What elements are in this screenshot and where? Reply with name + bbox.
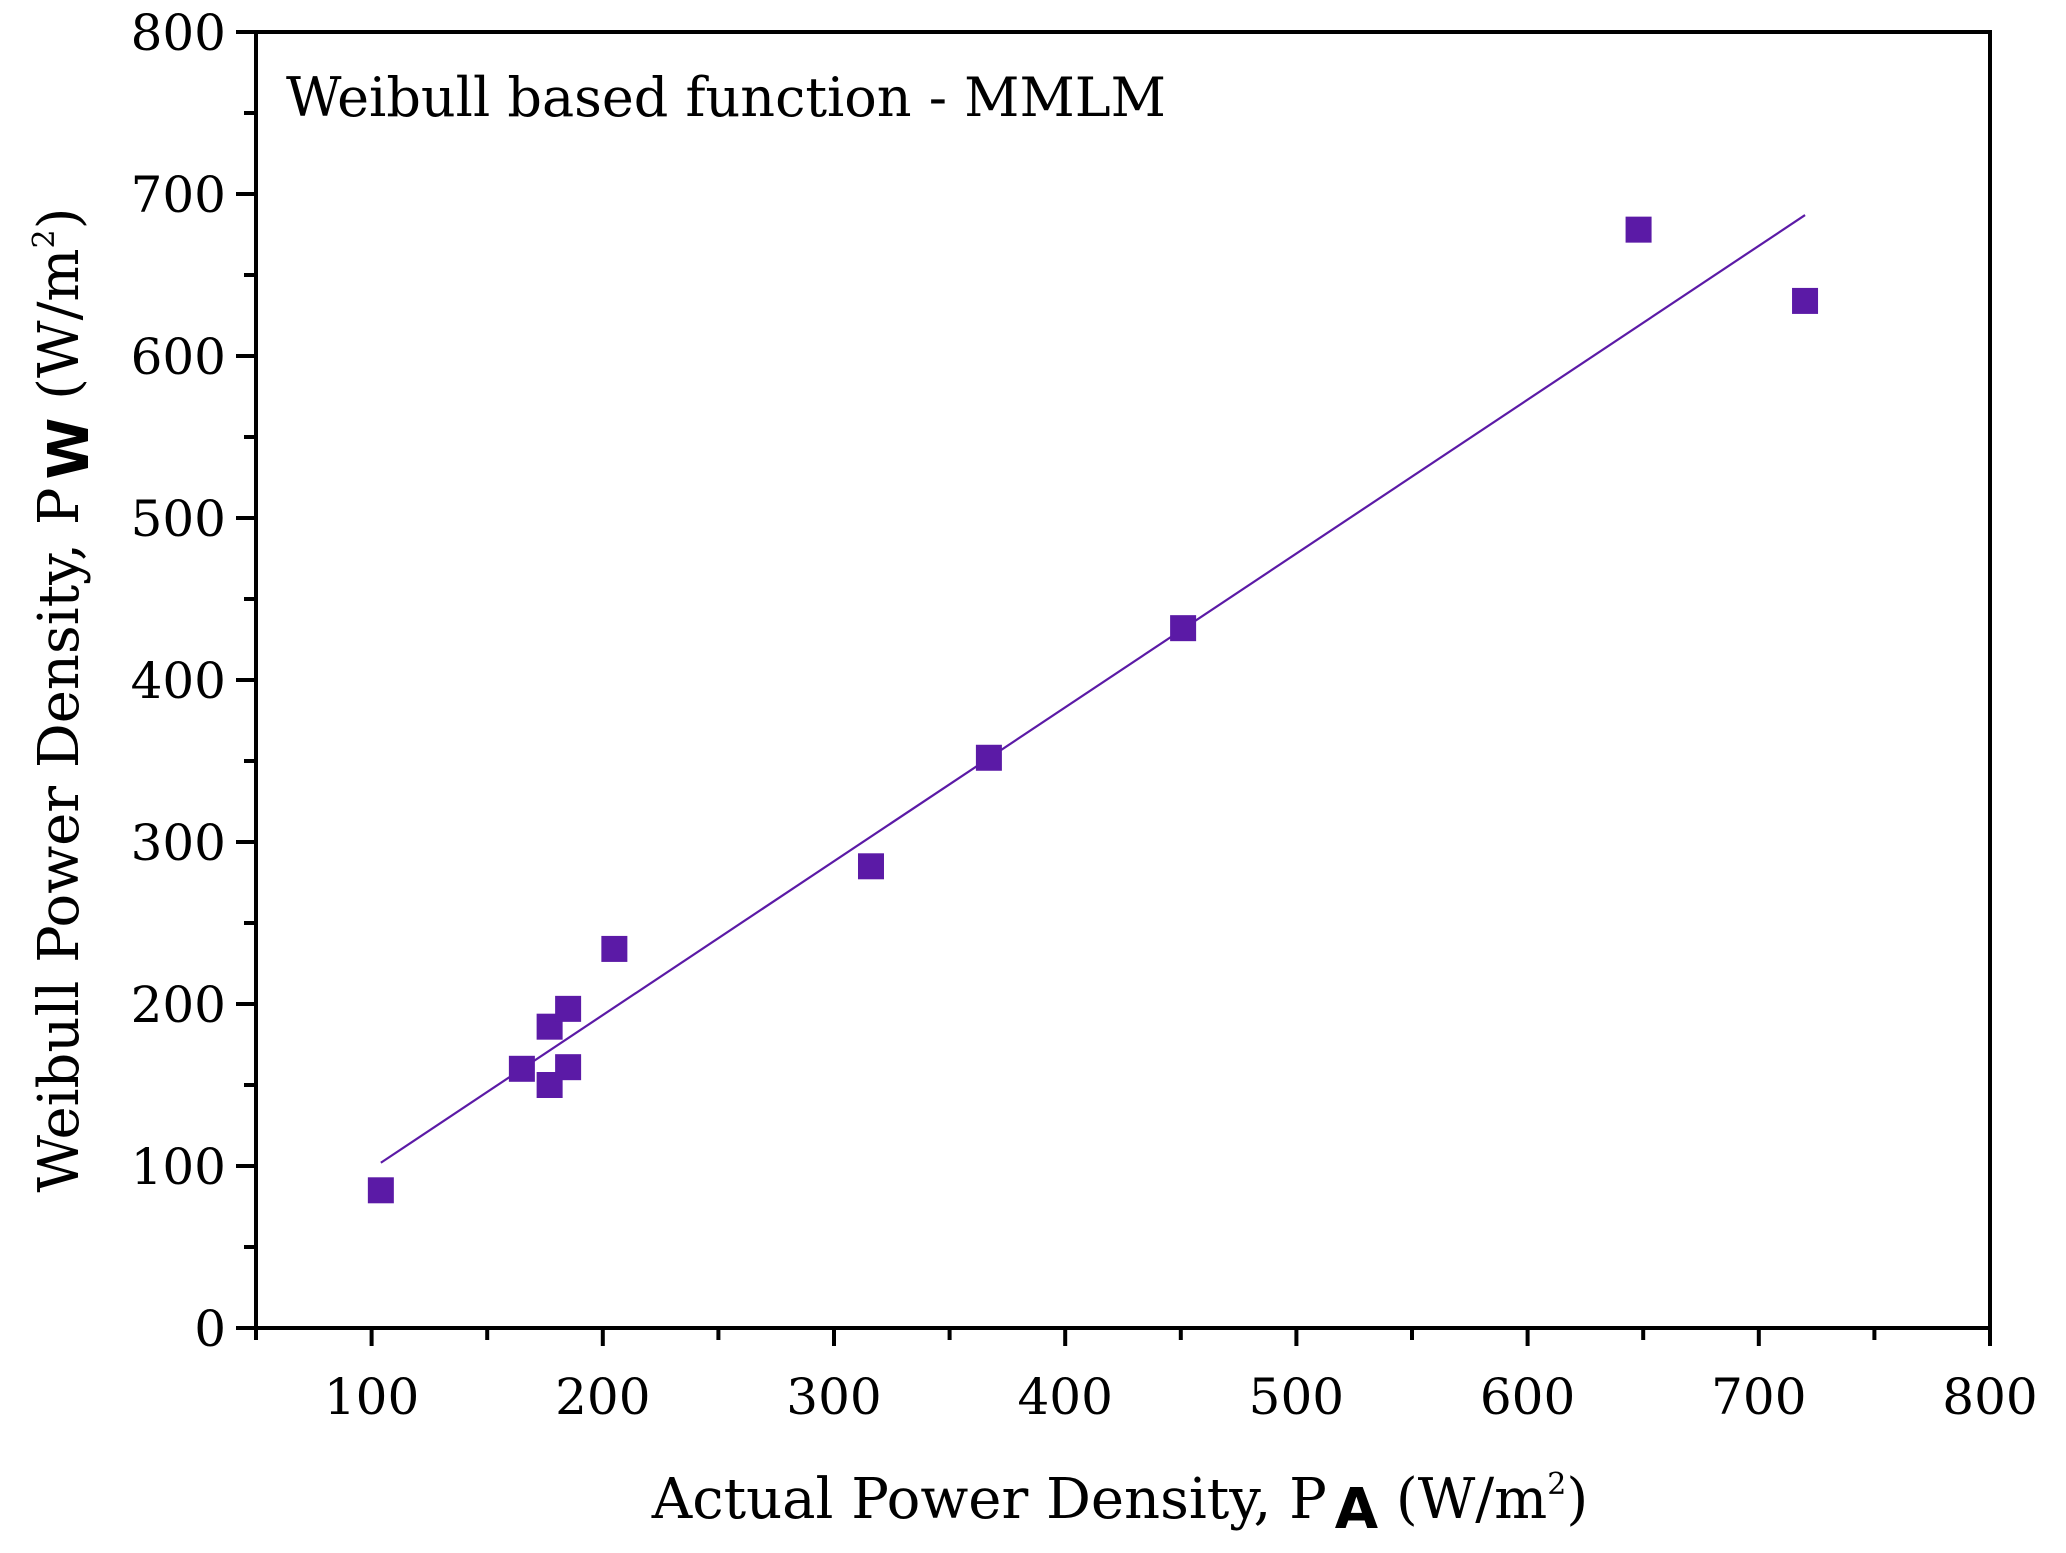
data-point [555,995,582,1022]
y-axis-title-subscript: W [37,418,102,480]
x-axis-title-unit-close: ) [1566,1467,1588,1532]
y-axis-title-superscript: 2 [27,229,62,248]
data-point [975,744,1002,771]
x-tick-label: 700 [1711,1368,1806,1426]
x-tick-label: 200 [555,1368,650,1426]
x-tick-label: 100 [324,1368,419,1426]
y-tick-label: 300 [131,814,226,872]
chart-annotation: Weibull based function - MMLM [286,66,1166,129]
data-point [1625,216,1652,243]
y-axis-title-unit: (W/m [27,248,92,417]
y-axis-title-unit-close: ) [27,207,92,229]
y-axis-tick-labels: 0 100 200 300 400 500 600 700 800 [131,4,226,1358]
data-point [555,1054,582,1081]
y-tick-label: 400 [131,652,226,710]
data-point [1170,615,1197,642]
y-axis-title: Weibull Power Density, P W (W/m2) [27,207,102,1192]
y-tick-label: 800 [131,4,226,62]
y-tick-label: 200 [131,976,226,1034]
plot-area [254,30,1992,1330]
x-tick-label: 800 [1942,1368,2037,1426]
data-point [508,1055,535,1082]
x-axis-tick-labels: 100 200 300 400 500 600 700 800 [324,1368,2038,1426]
x-axis-title-superscript: 2 [1547,1467,1566,1502]
y-tick-label: 500 [131,490,226,548]
data-point [367,1177,394,1204]
data-point [1792,287,1819,314]
data-point [857,853,884,880]
y-axis-title-main: Weibull Power Density, P [27,487,92,1192]
y-tick-label: 100 [131,1138,226,1196]
data-point [601,935,628,962]
x-axis-ticks [254,1328,1992,1346]
data-points [367,216,1819,1204]
y-tick-label: 0 [194,1300,226,1358]
x-tick-label: 600 [1480,1368,1575,1426]
x-tick-label: 300 [786,1368,881,1426]
x-axis-title-subscript: A [1335,1477,1379,1542]
y-axis-ticks [236,30,256,1330]
fit-line [380,214,1806,1164]
x-tick-label: 500 [1249,1368,1344,1426]
x-axis-title-main: Actual Power Density, P [651,1467,1327,1532]
x-tick-label: 400 [1017,1368,1112,1426]
y-tick-label: 700 [131,166,226,224]
plot-frame [254,30,1992,1330]
x-axis-title-unit: (W/m [1378,1467,1547,1532]
y-tick-label: 600 [131,328,226,386]
